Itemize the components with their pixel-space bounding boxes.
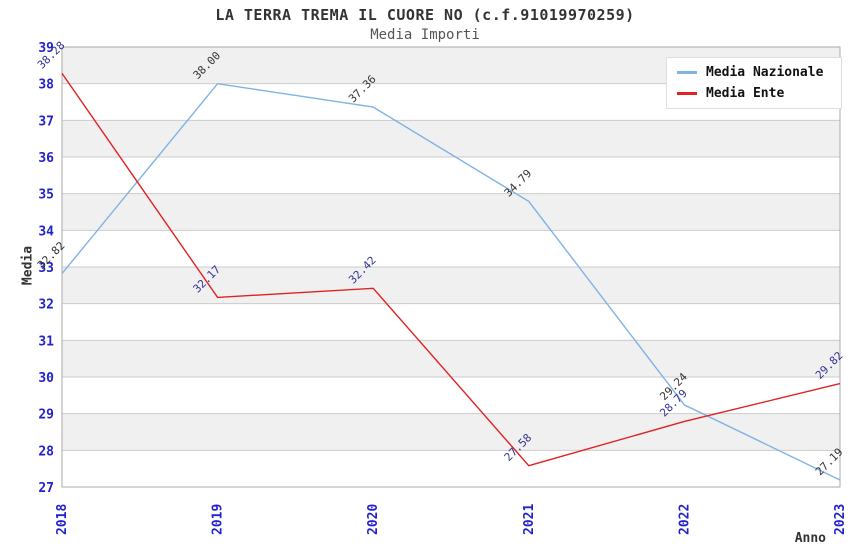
legend-item-media-ente: Media Ente xyxy=(677,86,831,101)
y-tick-label: 32 xyxy=(38,298,54,313)
y-tick-label: 35 xyxy=(38,188,54,203)
plot-band xyxy=(62,267,840,304)
legend: Media Nazionale Media Ente xyxy=(666,57,842,109)
y-tick-label: 27 xyxy=(38,481,54,496)
x-tick-label: 2022 xyxy=(677,504,692,535)
plot-bands xyxy=(62,47,840,487)
y-tick-label: 36 xyxy=(38,151,54,166)
y-tick-label: 34 xyxy=(38,224,54,239)
x-axis-ticks: 2018 2019 2020 2021 2022 2023 xyxy=(55,504,848,535)
x-tick-label: 2020 xyxy=(366,504,381,535)
legend-label: Media Ente xyxy=(706,86,785,101)
y-tick-label: 29 xyxy=(38,408,54,423)
x-tick-label: 2019 xyxy=(211,504,226,535)
line-swatch-icon xyxy=(677,71,697,74)
y-tick-label: 28 xyxy=(38,444,54,459)
y-axis-title: Media xyxy=(20,245,36,286)
legend-item-media-nazionale: Media Nazionale xyxy=(677,65,831,80)
line-swatch-icon xyxy=(677,92,697,95)
x-tick-label: 2023 xyxy=(833,504,848,535)
y-tick-label: 37 xyxy=(38,114,54,129)
series-line-media-ente xyxy=(61,73,841,467)
y-tick-label: 38 xyxy=(38,78,54,93)
plot-band xyxy=(62,303,840,341)
plot-band xyxy=(62,193,840,231)
plot-band xyxy=(62,413,840,451)
y-tick-label: 31 xyxy=(38,334,54,349)
plot-band xyxy=(62,157,840,194)
x-tick-label: 2021 xyxy=(522,504,537,535)
x-axis-title: Anno xyxy=(794,531,826,546)
plot-band xyxy=(62,340,840,377)
y-tick-label: 39 xyxy=(38,41,54,56)
chart-title: LA TERRA TREMA IL CUORE NO (c.f.91019970… xyxy=(215,6,635,24)
legend-label: Media Nazionale xyxy=(706,65,824,80)
y-tick-label: 30 xyxy=(38,371,54,386)
plot-band xyxy=(62,377,840,414)
chart-subtitle: Media Importi xyxy=(370,27,480,43)
y-axis-ticks: 27 28 29 30 31 32 33 34 35 36 37 38 39 xyxy=(38,41,54,496)
plot-border xyxy=(61,46,841,488)
plot-band xyxy=(62,450,840,487)
plot-band xyxy=(62,230,840,267)
plot-band xyxy=(62,120,840,157)
series-line-media-nazionale xyxy=(61,82,841,481)
y-tick-label: 33 xyxy=(38,261,54,276)
x-tick-label: 2018 xyxy=(55,504,70,535)
